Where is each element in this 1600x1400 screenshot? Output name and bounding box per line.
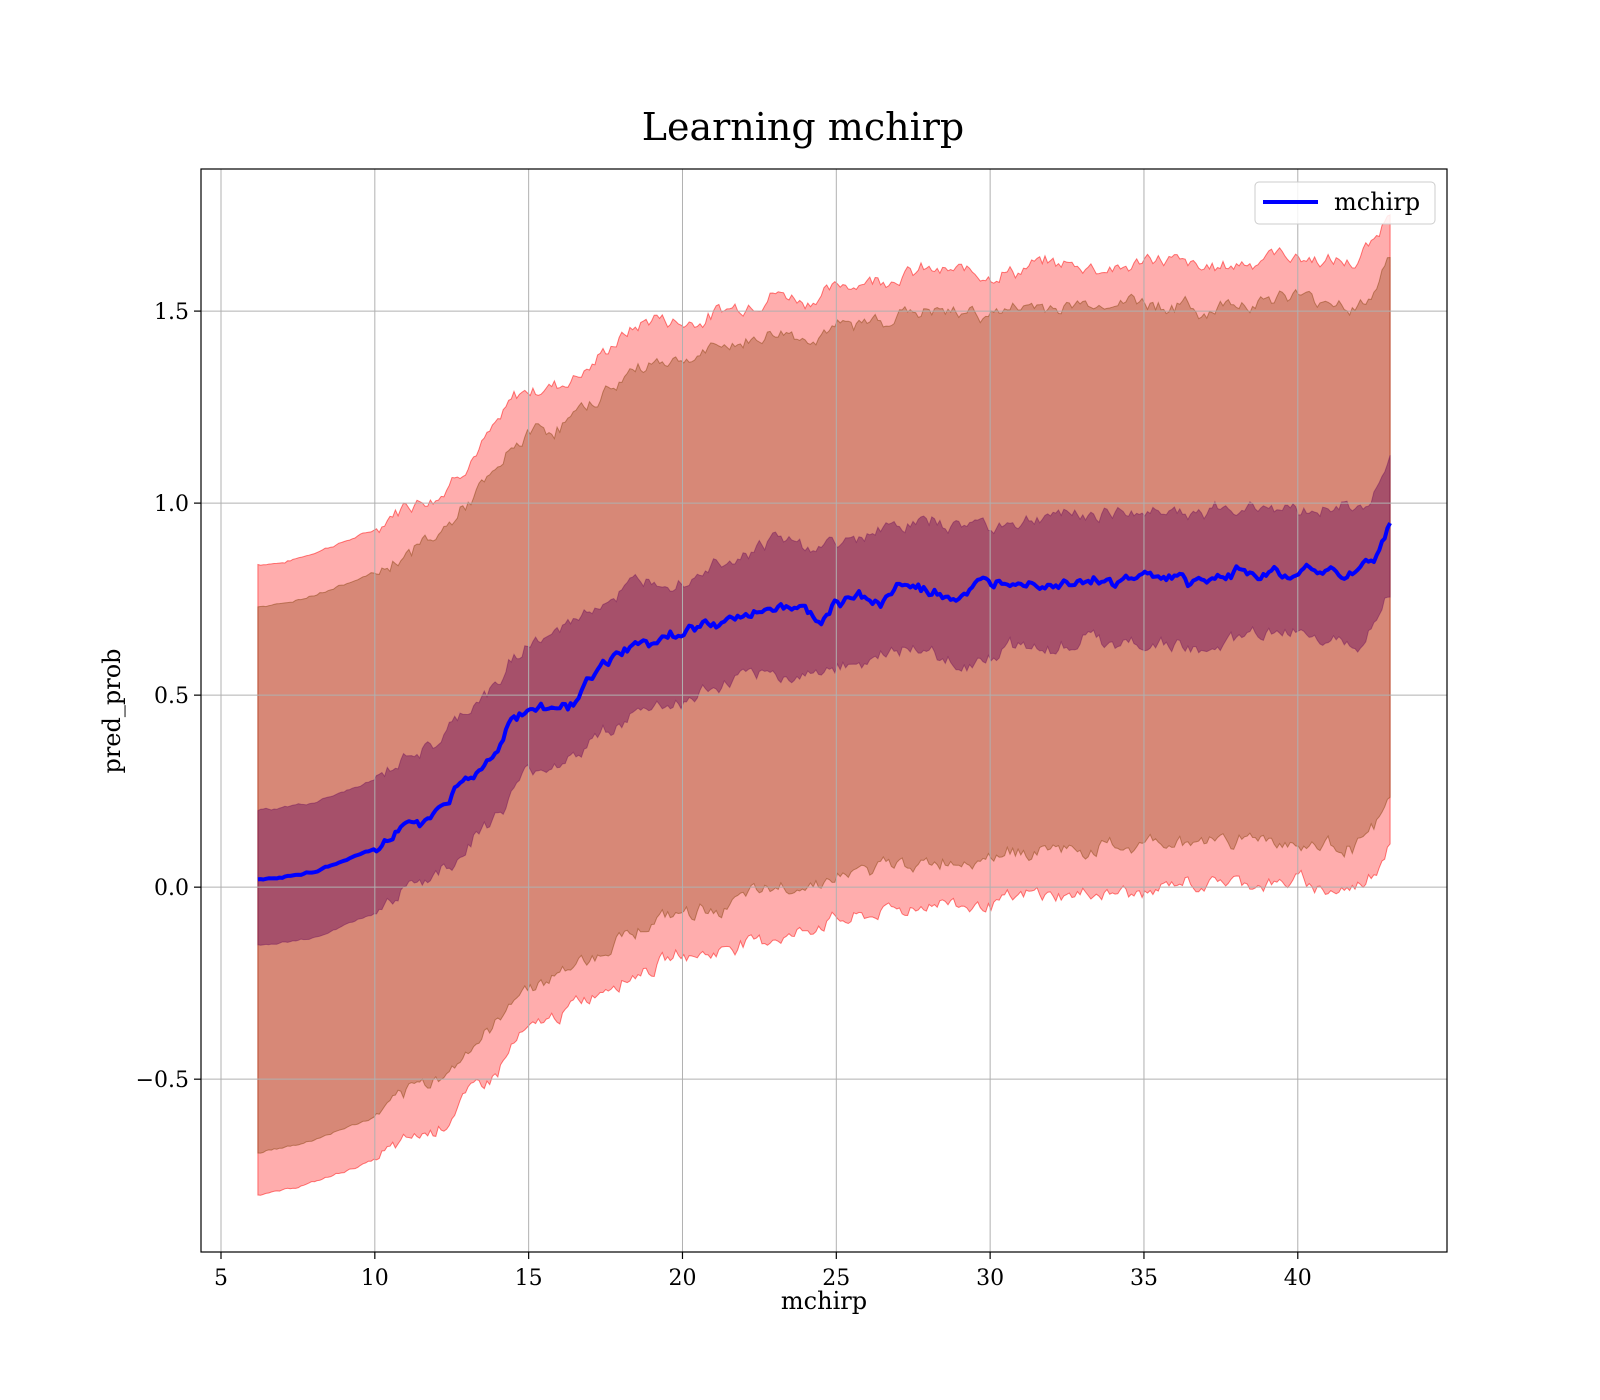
y-tick-label: −0.5 <box>136 1068 189 1093</box>
plot-area-frame <box>200 168 1448 1253</box>
legend: mchirp <box>1254 181 1436 225</box>
y-tick-label: 0.0 <box>154 876 189 901</box>
series-lines <box>257 522 1392 882</box>
legend-label-mchirp: mchirp <box>1334 188 1420 216</box>
y-tick-label: 1.0 <box>154 492 189 517</box>
x-tick-label: 30 <box>976 1266 1004 1291</box>
legend-box <box>1254 181 1436 225</box>
x-axis-label: mchirp <box>781 1287 867 1315</box>
x-tick-label: 5 <box>214 1266 228 1291</box>
band-band-outer <box>257 214 1391 1196</box>
x-tick-label: 15 <box>515 1266 543 1291</box>
x-tick-label: 40 <box>1284 1266 1312 1291</box>
y-axis-ticks: −0.5 0.0 0.5 1.0 1.5 <box>136 300 201 1093</box>
grid-lines <box>201 169 1447 1252</box>
y-tick-label: 1.5 <box>154 300 189 325</box>
series-line-mchirp <box>257 522 1392 882</box>
x-tick-label: 25 <box>822 1266 850 1291</box>
y-tick-label: 0.5 <box>154 684 189 709</box>
x-tick-label: 35 <box>1130 1266 1158 1291</box>
x-tick-label: 10 <box>361 1266 389 1291</box>
band-band-middle <box>257 256 1391 1154</box>
x-tick-label: 20 <box>668 1266 696 1291</box>
y-axis-label: pred_prob <box>98 648 126 773</box>
chart-title: Learning mchirp <box>642 105 964 149</box>
x-axis-ticks: 5 10 15 20 25 30 35 40 <box>214 1252 1312 1291</box>
